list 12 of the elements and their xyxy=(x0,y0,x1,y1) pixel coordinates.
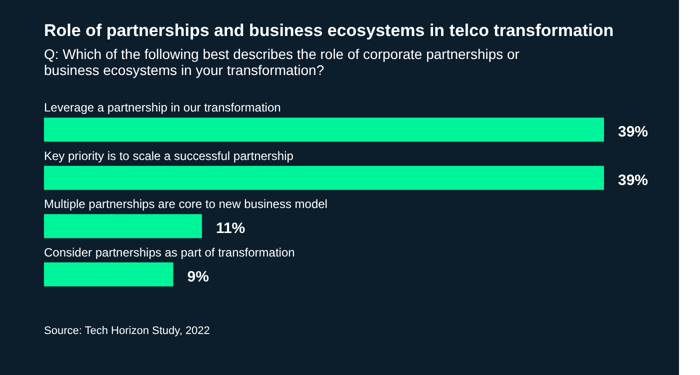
text: Q: Which of the following best describes the role of corporate partnerships or xyxy=(44,46,520,62)
data-label: 39% xyxy=(618,124,648,141)
y-tick-label: Leverage a partnership in our transformation xyxy=(44,100,281,115)
y-tick-label: Consider partnerships as part of transformation xyxy=(44,245,295,260)
data-label: 9% xyxy=(187,268,209,286)
text: business ecosystems in your transformation? xyxy=(44,62,324,78)
y-tick-label: Key priority is to scale a successful partnership xyxy=(44,148,294,163)
y-tick-label: Multiple partnerships are core to new business model xyxy=(44,197,328,212)
source-note: Source: Tech Horizon Study, 2022 xyxy=(44,325,210,337)
chart-title: Role of partnerships and business ecosystems in telco transformation xyxy=(44,21,614,40)
data-label: 11% xyxy=(216,220,246,238)
data-label: 39% xyxy=(618,172,648,189)
